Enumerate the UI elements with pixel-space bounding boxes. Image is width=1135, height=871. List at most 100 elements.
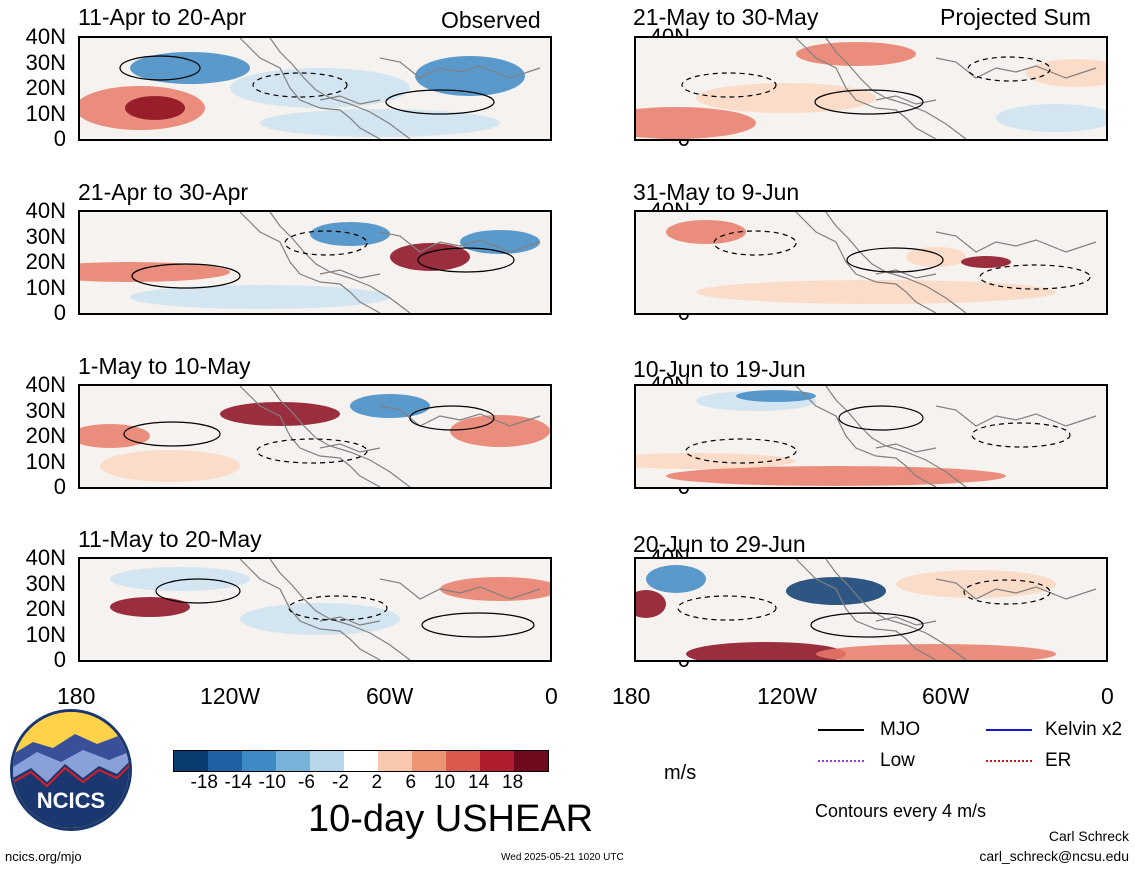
mjo-contour: [288, 595, 388, 621]
mjo-contour: [681, 72, 777, 98]
colorbar-tick-label: -6: [298, 772, 315, 793]
y-tick-label: 10N: [25, 621, 66, 647]
coastline: [825, 212, 967, 313]
shear-anomaly-region: [240, 603, 400, 635]
shear-anomaly-region: [80, 424, 150, 448]
coastline: [319, 95, 381, 105]
map-panel-7-plot: [80, 559, 550, 660]
y-tick-label: 10N: [25, 100, 66, 126]
mjo-contour: [685, 438, 797, 464]
shear-anomaly-region: [220, 402, 340, 426]
coastline: [875, 443, 937, 453]
coastline: [875, 95, 937, 105]
colorbar-tick-label: 6: [405, 772, 417, 793]
shear-anomaly-region: [696, 280, 1056, 304]
shear-anomaly-region: [636, 453, 796, 469]
coastline: [379, 405, 541, 427]
x-tick-left-60w: 60W: [366, 683, 414, 709]
mjo-contour: [131, 263, 241, 289]
shear-anomaly-region: [666, 220, 746, 244]
footer-url[interactable]: ncics.org/mjo: [5, 849, 82, 864]
panel-title-2: 21-May to 30-May: [633, 4, 819, 30]
x-tick-left-180: 180: [57, 683, 96, 709]
shear-anomaly-region: [636, 590, 666, 618]
colorbar-tick-label: -18: [190, 772, 218, 793]
panel-title-5: 1-May to 10-May: [78, 353, 251, 379]
map-panel-2: [634, 36, 1108, 141]
mjo-contour: [838, 405, 924, 431]
legend-mjo-line: [818, 729, 864, 731]
shear-anomaly-region: [686, 642, 846, 660]
mjo-contour: [963, 579, 1051, 605]
y-tick-label: 40N: [25, 372, 66, 397]
panel-title-8: 20-Jun to 29-Jun: [633, 531, 806, 557]
shear-anomaly-region: [350, 394, 430, 418]
coastline: [269, 386, 411, 487]
shear-anomaly-region: [450, 415, 550, 447]
colorbar: [173, 750, 549, 772]
colorbar-swatch: [446, 751, 480, 771]
shear-anomaly-region: [786, 577, 886, 605]
colorbar-swatch: [174, 751, 208, 771]
map-panel-8-plot: [636, 559, 1106, 660]
shear-anomaly-region: [996, 104, 1106, 132]
colorbar-swatch: [344, 751, 378, 771]
legend-kelvin-label: Kelvin x2: [1045, 719, 1123, 740]
coastline: [825, 386, 967, 487]
y-tick-label: 40N: [25, 24, 66, 49]
footer-timestamp: Wed 2025-05-21 1020 UTC: [501, 852, 624, 863]
colorbar-tick-label: 2: [371, 772, 383, 793]
panel-title-6: 10-Jun to 19-Jun: [633, 356, 806, 382]
coastline: [319, 269, 381, 279]
shear-anomaly-region: [80, 262, 230, 282]
shear-anomaly-region: [696, 83, 876, 113]
mjo-contour: [119, 55, 201, 81]
shear-anomaly-region: [130, 285, 390, 309]
y-tick-label: 40N: [25, 198, 66, 223]
shear-anomaly-region: [110, 567, 250, 591]
colorbar-tick-label: -10: [258, 772, 286, 793]
map-panel-4: [634, 210, 1108, 315]
shear-anomaly-region: [230, 68, 410, 108]
coastline: [319, 616, 381, 626]
legend-kelvin-line: [986, 729, 1032, 731]
shear-anomaly-region: [666, 466, 1006, 486]
colorbar-swatch: [310, 751, 344, 771]
coastline: [239, 212, 381, 313]
x-tick-right-120w: 120W: [757, 683, 818, 709]
coastline: [935, 405, 1097, 427]
map-panel-8: [634, 557, 1108, 662]
legend-mjo-label: MJO: [880, 719, 921, 740]
mjo-contour: [814, 89, 924, 115]
shear-anomaly-region: [1026, 59, 1106, 87]
colorbar-swatch: [208, 751, 242, 771]
shear-anomaly-region: [100, 450, 240, 482]
shear-anomaly-region: [646, 565, 706, 593]
coastline: [319, 443, 381, 453]
shear-anomaly-region: [110, 597, 190, 617]
mjo-contour: [677, 595, 777, 621]
mjo-contour: [421, 612, 535, 638]
shear-anomaly-region: [310, 222, 390, 246]
coastline: [795, 212, 937, 313]
map-panel-3: [78, 210, 552, 315]
panel-title-4: 31-May to 9-Jun: [633, 179, 800, 205]
mjo-contour: [284, 230, 368, 256]
mjo-contour: [123, 421, 221, 447]
x-tick-right-0: 0: [1101, 683, 1114, 709]
map-panel-5: [78, 384, 552, 489]
coastline: [269, 38, 411, 139]
y-tick-label: 0: [53, 474, 66, 499]
coastline: [875, 616, 937, 626]
mjo-contour: [385, 89, 495, 115]
legend-low-line: [818, 760, 864, 762]
colorbar-tick-label: 14: [468, 772, 490, 793]
shear-anomaly-region: [260, 109, 500, 137]
footer-email[interactable]: carl_schreck@ncsu.edu: [979, 848, 1129, 864]
coastline: [379, 231, 541, 253]
shear-anomaly-region: [736, 390, 816, 402]
colorbar-tick-label: -14: [224, 772, 252, 793]
map-panel-1-plot: [80, 38, 550, 139]
observed-label: Observed: [441, 7, 541, 33]
projected-sum-label: Projected Sum: [940, 4, 1091, 30]
